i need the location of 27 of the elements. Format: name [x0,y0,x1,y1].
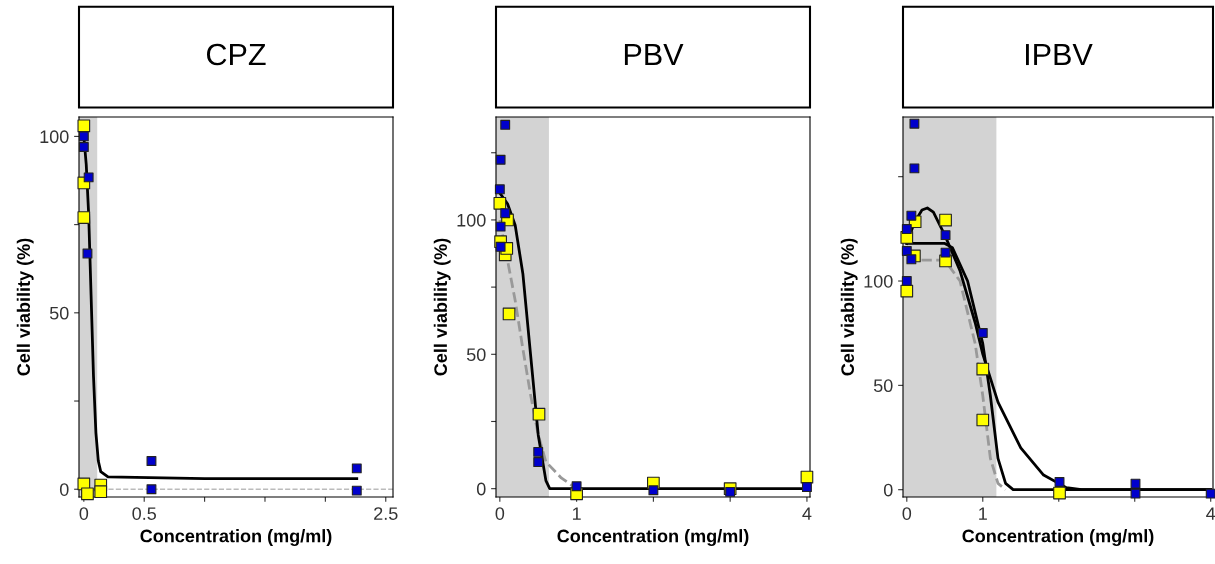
y-axis-title: Cell viability (%) [433,238,451,376]
chart-title: IPBV [1026,44,1093,66]
x-tick-label: 0 [79,507,89,520]
x-tick-label: 4 [802,507,812,520]
x-tick-label: 1 [572,507,581,520]
y-tick-label: 50 [49,306,69,320]
x-tick-label: 0.5 [132,507,157,520]
chart-title: CPZ [207,43,266,66]
x-axis-title: Concentration (mg/ml) [140,529,332,547]
chart-title: PBV [624,44,684,66]
y-tick-label: 50 [466,348,486,362]
x-tick-label: 1 [979,507,987,520]
y-tick-label: 0 [883,483,893,497]
y-axis-title: Cell viability (%) [840,238,858,376]
x-axis-title: Concentration (mg/ml) [962,529,1154,547]
y-tick-label: 0 [476,482,486,496]
y-tick-label: 100 [864,274,893,288]
x-tick-label: 4 [1206,507,1215,520]
y-tick-label: 100 [457,213,486,227]
x-axis-title: Concentration (mg/ml) [557,529,749,547]
y-tick-label: 50 [873,379,893,393]
x-tick-label: 2.5 [374,507,398,520]
y-tick-label: 0 [59,483,69,496]
x-tick-label: 0 [495,507,505,520]
x-tick-label: 0 [902,507,912,520]
y-axis-title: Cell viability (%) [16,238,34,376]
y-tick-label: 100 [40,130,69,144]
